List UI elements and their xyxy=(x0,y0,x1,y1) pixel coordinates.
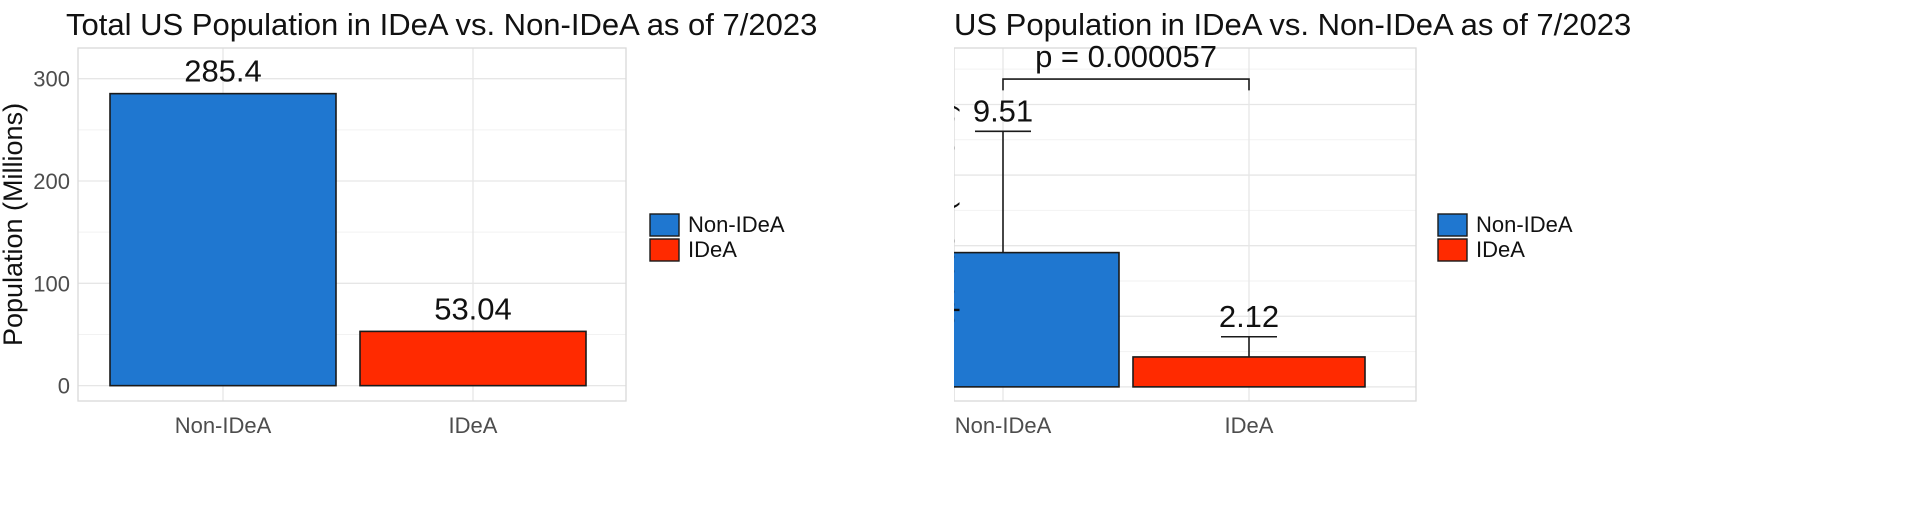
legend-label: IDeA xyxy=(1476,237,1525,262)
p-value-label: p = 0.000057 xyxy=(1035,39,1217,74)
x-tick-label: Non-IDeA xyxy=(175,413,272,438)
significance-bracket xyxy=(1002,78,1250,91)
legend-swatch-idea xyxy=(1437,238,1468,262)
chart-population-per-state: US Population in IDeA vs. Non-IDeA as of… xyxy=(954,7,1631,438)
bar-non-idea xyxy=(954,251,1120,388)
y-axis-label: Population (Millions) xyxy=(954,103,960,346)
legend-swatch-non-idea xyxy=(1437,213,1468,237)
y-tick-label: 200 xyxy=(33,169,70,194)
y-tick-label: 300 xyxy=(33,67,70,92)
legend-swatch-non-idea xyxy=(649,213,680,237)
legend-label: Non-IDeA xyxy=(1476,212,1573,237)
x-tick-label: IDeA xyxy=(1225,413,1274,438)
y-tick-label: 0 xyxy=(58,374,70,399)
plot-frame xyxy=(77,47,627,402)
chart-total-population: Total US Population in IDeA vs. Non-IDeA… xyxy=(0,7,817,438)
x-tick-label: IDeA xyxy=(449,413,498,438)
y-tick-label: 100 xyxy=(33,271,70,296)
plot-frame xyxy=(954,47,1417,402)
bar-idea xyxy=(1132,356,1366,388)
legend-label: Non-IDeA xyxy=(688,212,785,237)
data-label-non-idea: 285.4 xyxy=(184,54,262,89)
legend-swatch-idea xyxy=(649,238,680,262)
chart-title: Total US Population in IDeA vs. Non-IDeA… xyxy=(66,7,817,42)
bar-idea xyxy=(359,330,587,387)
y-axis-label: Population (Millions) xyxy=(0,103,28,346)
x-tick-label: Non-IDeA xyxy=(955,413,1052,438)
chart-panel-population-per-state: US Population in IDeA vs. Non-IDeA as of… xyxy=(954,0,1907,518)
chart-panel-total-population: Total US Population in IDeA vs. Non-IDeA… xyxy=(0,7,817,438)
data-label-idea: 53.04 xyxy=(434,291,512,326)
legend-label: IDeA xyxy=(688,237,737,262)
data-label-non-idea: 9.51 xyxy=(973,93,1033,128)
data-label-idea: 2.12 xyxy=(1219,299,1279,334)
chart-title: US Population in IDeA vs. Non-IDeA as of… xyxy=(954,7,1631,42)
bar-non-idea xyxy=(109,92,337,387)
